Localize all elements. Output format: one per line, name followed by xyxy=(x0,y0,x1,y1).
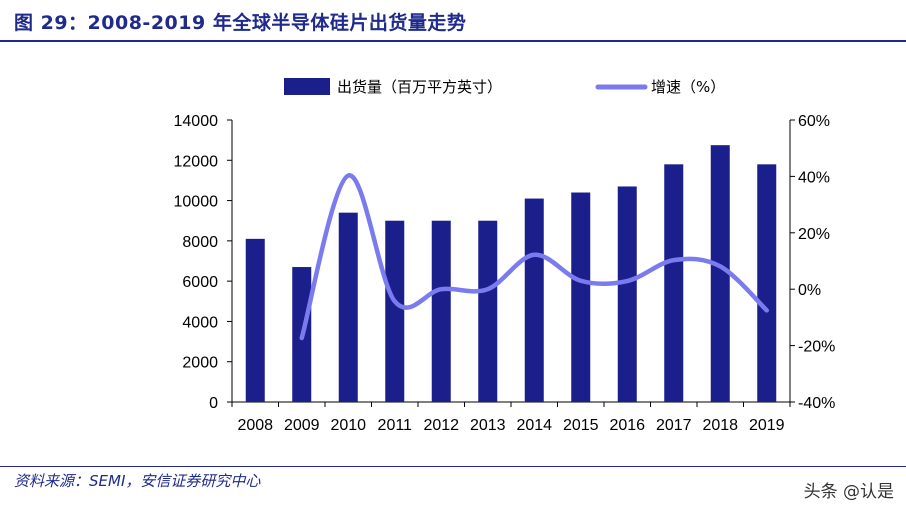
watermark: 头条 @认是 xyxy=(803,482,894,502)
right-tick-label: 40% xyxy=(798,169,830,186)
chart-area: 出货量（百万平方英寸） 增速（%） 0 2000 4000 6000 8000 10000… xyxy=(174,78,836,434)
left-tick-label: 2000 xyxy=(182,355,218,372)
x-tick-label: 2015 xyxy=(563,417,599,434)
x-tick-label: 2008 xyxy=(237,417,273,434)
right-tick-label: 20% xyxy=(798,226,830,243)
x-tick-label: 2013 xyxy=(470,417,506,434)
left-tick-label: 4000 xyxy=(182,314,218,331)
left-tick-label: 12000 xyxy=(174,153,219,170)
x-tick-label: 2014 xyxy=(516,417,552,434)
line-series xyxy=(299,173,769,341)
x-tick-label: 2009 xyxy=(284,417,320,434)
bar xyxy=(245,238,265,402)
bar xyxy=(571,192,591,402)
left-tick-label: 14000 xyxy=(174,113,219,130)
x-tick-label: 2018 xyxy=(702,417,738,434)
legend-bar-label: 出货量（百万平方英寸） xyxy=(337,78,502,96)
right-tick-label: 0% xyxy=(798,282,821,299)
bar xyxy=(385,220,405,402)
legend: 出货量（百万平方英寸） 增速（%） xyxy=(284,78,725,96)
bar xyxy=(664,164,684,402)
legend-bar-swatch xyxy=(284,78,330,95)
footer-divider xyxy=(0,466,906,467)
bar xyxy=(710,145,730,402)
source-note: 资料来源：SEMI，安信证券研究中心 xyxy=(14,472,261,490)
left-tick-label: 8000 xyxy=(182,234,218,251)
x-tick-label: 2019 xyxy=(749,417,785,434)
title-divider xyxy=(0,40,906,42)
bar xyxy=(617,186,637,402)
bar xyxy=(757,164,777,402)
tick-labels: 0 2000 4000 6000 8000 10000 12000 14000 -40% -20%… xyxy=(174,113,836,434)
bar-series xyxy=(245,145,777,402)
chart-title: 图 29：2008-2019 年全球半导体硅片出货量走势 xyxy=(14,12,467,34)
bar xyxy=(431,220,451,402)
right-tick-label: -40% xyxy=(798,395,835,412)
legend-line-label: 增速（%） xyxy=(651,78,725,96)
bar xyxy=(478,220,498,402)
axes xyxy=(227,119,795,407)
left-tick-label: 10000 xyxy=(174,194,219,211)
x-tick-label: 2010 xyxy=(330,417,366,434)
bar xyxy=(338,212,358,402)
left-tick-label: 6000 xyxy=(182,274,218,291)
right-tick-label: 60% xyxy=(798,113,830,130)
x-tick-label: 2011 xyxy=(378,417,413,434)
left-tick-label: 0 xyxy=(209,395,218,412)
x-tick-label: 2017 xyxy=(656,417,692,434)
x-tick-label: 2012 xyxy=(423,417,459,434)
x-tick-label: 2016 xyxy=(609,417,645,434)
right-tick-label: -20% xyxy=(798,339,835,356)
bar xyxy=(524,198,544,402)
growth-line xyxy=(299,173,769,341)
